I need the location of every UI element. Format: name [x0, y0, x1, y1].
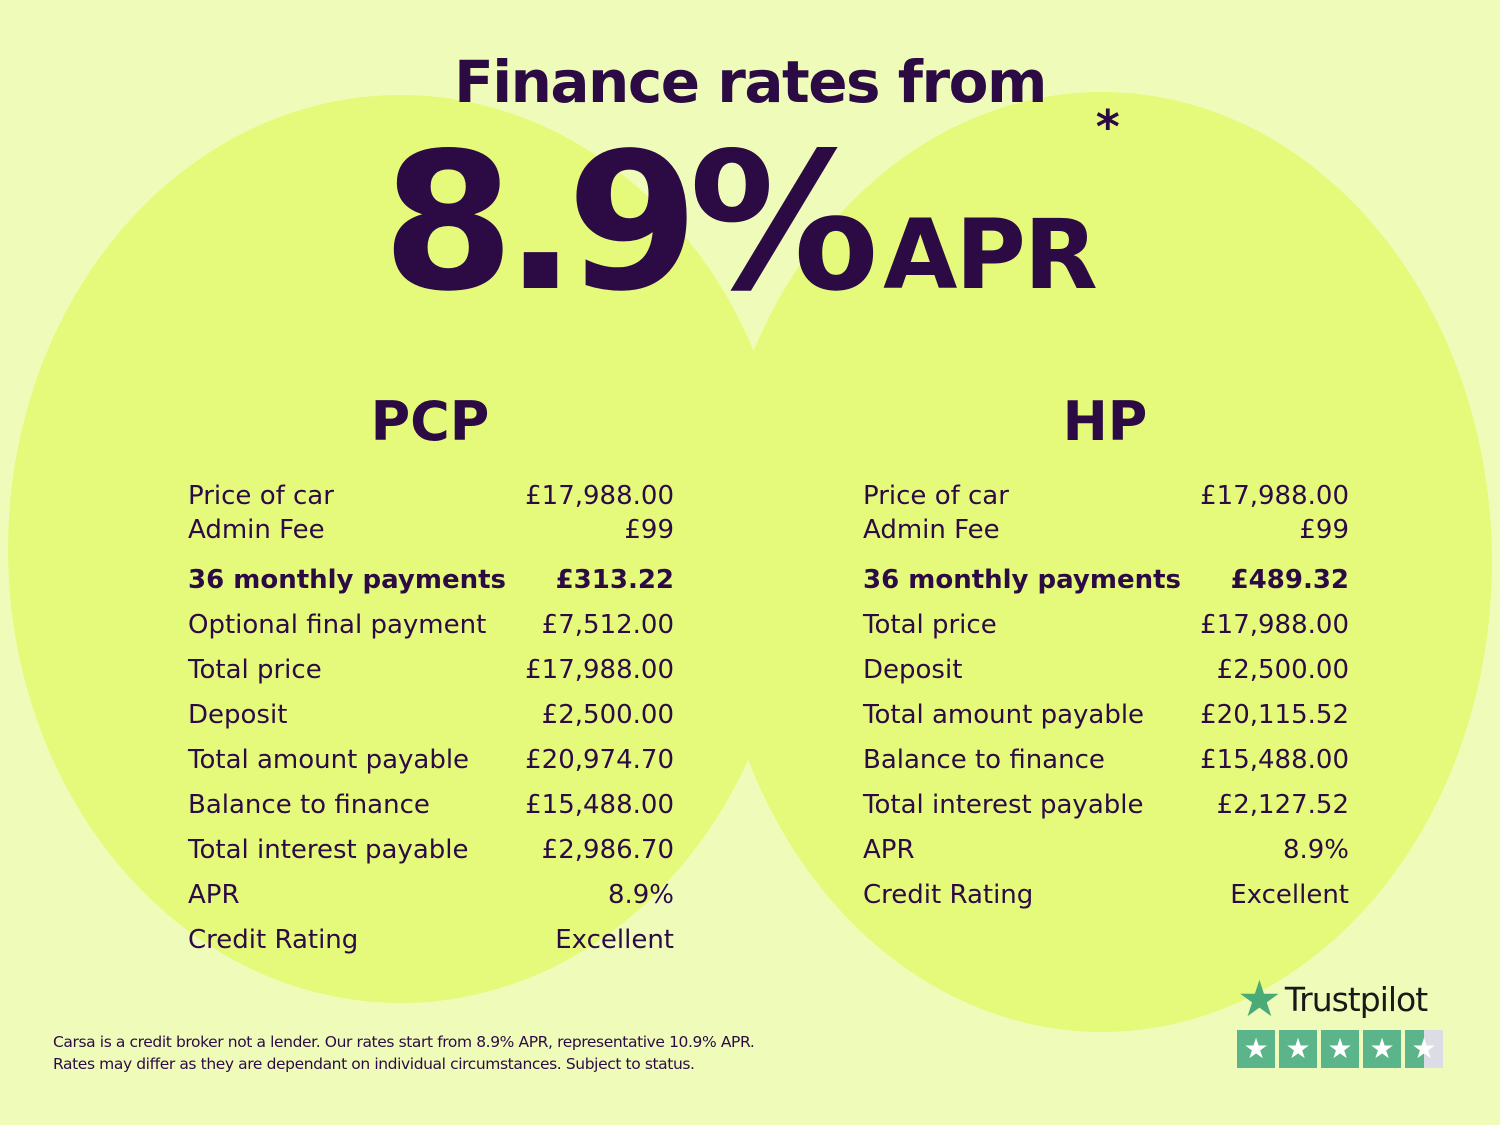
row-label: 36 monthly payments [188, 565, 506, 595]
rate-value: 8.9% [382, 112, 879, 333]
table-row: Admin Fee £99 [863, 513, 1349, 547]
row-value: 8.9% [1282, 835, 1349, 865]
apr-label: APR * [883, 100, 1120, 311]
row-value: £7,512.00 [541, 610, 674, 640]
row-value: £20,974.70 [525, 745, 674, 775]
table-row: Deposit £2,500.00 [863, 648, 1349, 693]
table-row: Total interest payable £2,127.52 [863, 783, 1349, 828]
table-row: APR 8.9% [188, 873, 674, 918]
row-label: Optional final payment [188, 610, 487, 640]
row-label: APR [188, 880, 240, 910]
trustpilot-rating: ★ ★ ★ ★ ★ [1237, 1030, 1443, 1068]
row-value: 8.9% [607, 880, 674, 910]
row-value: £17,988.00 [525, 481, 674, 511]
row-value: £17,988.00 [1200, 610, 1349, 640]
table-row: Credit Rating Excellent [863, 873, 1349, 918]
background-circle-right [712, 92, 1492, 1032]
row-value: Excellent [555, 925, 674, 955]
table-row: Credit Rating Excellent [188, 918, 674, 963]
row-value: £2,500.00 [541, 700, 674, 730]
row-value: £2,986.70 [541, 835, 674, 865]
trustpilot-badge: ★ Trustpilot ★ ★ ★ ★ ★ [1237, 974, 1443, 1068]
pcp-title: PCP [370, 390, 490, 453]
row-label: Deposit [188, 700, 288, 730]
row-value: £20,115.52 [1200, 700, 1349, 730]
table-row: 36 monthly payments £489.32 [863, 558, 1349, 603]
row-label: Credit Rating [863, 880, 1034, 910]
table-row: APR 8.9% [863, 828, 1349, 873]
row-value: £2,500.00 [1216, 655, 1349, 685]
headline: Finance rates from [454, 48, 1047, 116]
row-value: £15,488.00 [525, 790, 674, 820]
row-label: Total price [863, 610, 997, 640]
row-label: Total amount payable [863, 700, 1145, 730]
table-row: Deposit £2,500.00 [188, 693, 674, 738]
row-value: Excellent [1230, 880, 1349, 910]
table-row: Price of car £17,988.00 [188, 479, 674, 513]
hp-title: HP [1062, 390, 1148, 453]
table-row: Total amount payable £20,974.70 [188, 738, 674, 783]
row-label: 36 monthly payments [863, 565, 1181, 595]
row-value: £99 [624, 515, 674, 545]
row-label: Total price [188, 655, 322, 685]
table-row: 36 monthly payments £313.22 [188, 558, 674, 603]
row-label: Total interest payable [863, 790, 1144, 820]
table-row: Balance to finance £15,488.00 [863, 738, 1349, 783]
row-value: £313.22 [555, 565, 674, 595]
disclaimer-line-2: Rates may differ as they are dependant o… [53, 1055, 695, 1073]
asterisk: * [1095, 100, 1120, 154]
table-row: Admin Fee £99 [188, 513, 674, 547]
row-label: Admin Fee [188, 515, 325, 545]
row-label: Balance to finance [188, 790, 430, 820]
table-row: Total price £17,988.00 [188, 648, 674, 693]
row-label: Price of car [188, 481, 334, 511]
half-star-icon: ★ [1405, 1030, 1443, 1068]
row-label: Admin Fee [863, 515, 1000, 545]
row-label: Total amount payable [188, 745, 470, 775]
star-icon: ★ [1363, 1030, 1401, 1068]
disclaimer: Carsa is a credit broker not a lender. O… [53, 1031, 755, 1075]
row-value: £2,127.52 [1216, 790, 1349, 820]
table-row: Price of car £17,988.00 [863, 479, 1349, 513]
table-row: Total interest payable £2,986.70 [188, 828, 674, 873]
star-icon: ★ [1279, 1030, 1317, 1068]
apr-text: APR [883, 199, 1098, 311]
table-row: Total price £17,988.00 [863, 603, 1349, 648]
rate-display: 8.9% APR* [0, 100, 1500, 318]
row-label: Balance to finance [863, 745, 1105, 775]
star-icon: ★ [1237, 1030, 1275, 1068]
row-value: £489.32 [1230, 565, 1349, 595]
disclaimer-line-1: Carsa is a credit broker not a lender. O… [53, 1033, 755, 1051]
pcp-table: PCP Price of car £17,988.00 Admin Fee £99 36… [188, 390, 674, 963]
trustpilot-star-icon: ★ [1237, 970, 1282, 1028]
background-circle-left [8, 95, 793, 1003]
row-value: £17,988.00 [525, 655, 674, 685]
trustpilot-name: Trustpilot [1284, 979, 1428, 1019]
table-row: Optional final payment £7,512.00 [188, 603, 674, 648]
row-label: Credit Rating [188, 925, 359, 955]
row-label: Price of car [863, 481, 1009, 511]
row-value: £15,488.00 [1200, 745, 1349, 775]
star-icon: ★ [1321, 1030, 1359, 1068]
trustpilot-logo: ★ Trustpilot [1237, 974, 1443, 1024]
row-label: Deposit [863, 655, 963, 685]
row-value: £99 [1299, 515, 1349, 545]
table-row: Total amount payable £20,115.52 [863, 693, 1349, 738]
row-label: Total interest payable [188, 835, 469, 865]
table-row: Balance to finance £15,488.00 [188, 783, 674, 828]
row-label: APR [863, 835, 915, 865]
hp-table: HP Price of car £17,988.00 Admin Fee £99 36 … [863, 390, 1349, 918]
row-value: £17,988.00 [1200, 481, 1349, 511]
